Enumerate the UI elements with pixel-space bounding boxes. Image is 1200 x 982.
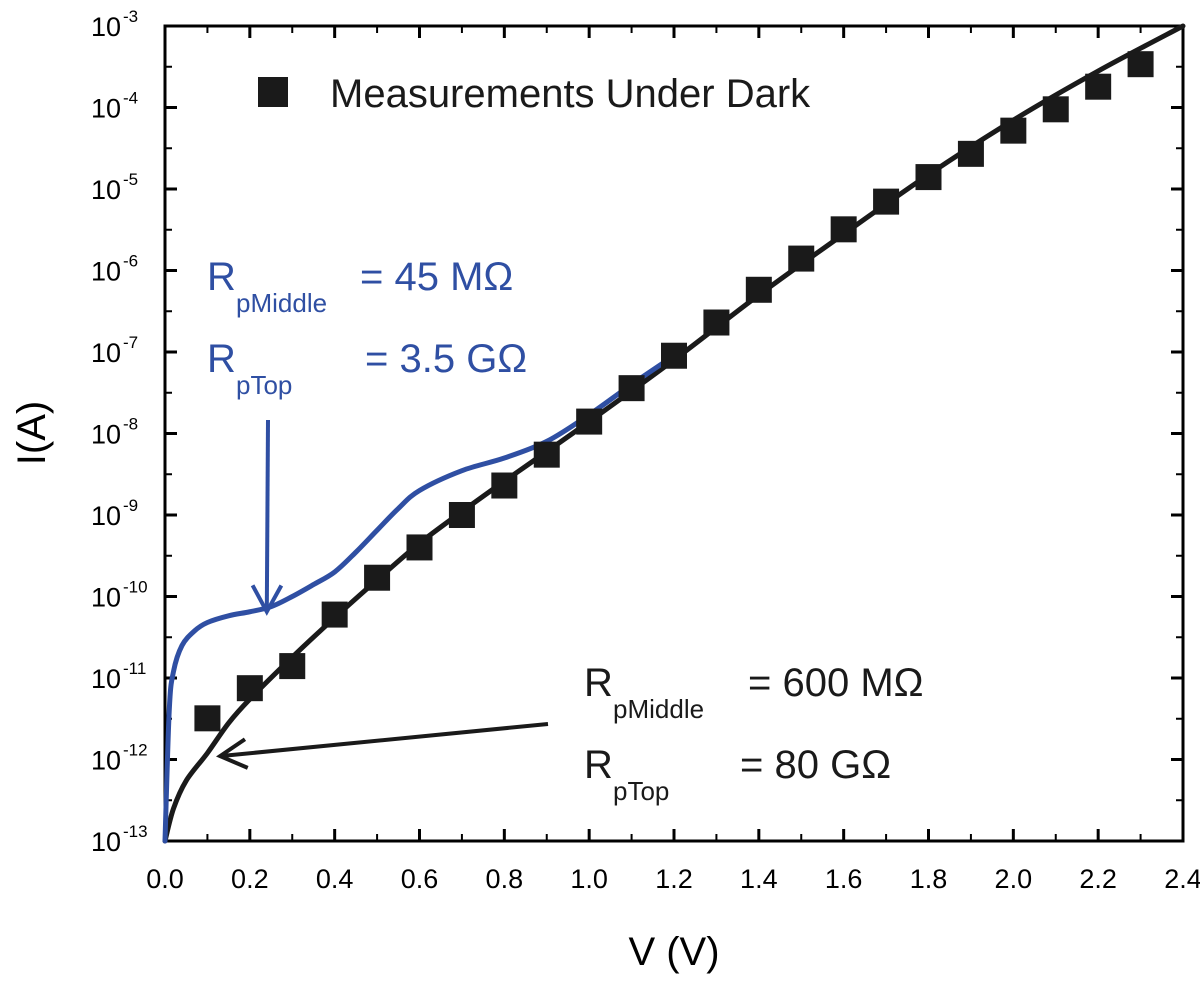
data-point bbox=[1042, 96, 1069, 123]
y-tick-exponent: -3 bbox=[123, 7, 138, 26]
legend-marker bbox=[258, 77, 288, 107]
y-tick-label: 10 -6 bbox=[91, 252, 138, 287]
data-point bbox=[788, 245, 815, 272]
y-tick-exponent: -12 bbox=[123, 741, 148, 760]
annotation-symbol: R bbox=[584, 661, 613, 705]
x-tick-label: 1.4 bbox=[740, 864, 778, 894]
data-point bbox=[448, 502, 475, 528]
data-point bbox=[618, 375, 645, 402]
annotation-value: = 3.5 GΩ bbox=[365, 337, 527, 381]
annotation-subscript: pTop bbox=[236, 370, 292, 400]
y-tick-exponent: -6 bbox=[123, 252, 138, 271]
legend: Measurements Under Dark bbox=[258, 72, 811, 116]
data-point bbox=[1127, 51, 1154, 78]
annotation-value: = 80 GΩ bbox=[740, 743, 891, 787]
data-point bbox=[1085, 73, 1112, 100]
annotation-symbol: R bbox=[207, 337, 236, 381]
x-tick-label: 1.2 bbox=[655, 864, 693, 894]
y-tick-exponent: -10 bbox=[123, 578, 148, 597]
data-point bbox=[745, 276, 772, 303]
data-point bbox=[236, 675, 263, 702]
y-tick-label: 10 -3 bbox=[91, 7, 138, 42]
y-tick-base: 10 bbox=[91, 338, 121, 368]
y-tick-label: 10 -4 bbox=[91, 89, 138, 124]
x-tick-label: 0.2 bbox=[231, 864, 269, 894]
data-point bbox=[406, 534, 433, 561]
data-point bbox=[533, 441, 560, 468]
y-tick-exponent: -11 bbox=[123, 659, 146, 678]
data-point bbox=[279, 653, 306, 680]
annotation-arrow-head bbox=[215, 737, 249, 770]
x-tick-label: 1.8 bbox=[910, 864, 948, 894]
y-tick-exponent: -5 bbox=[123, 170, 138, 189]
y-tick-base: 10 bbox=[91, 12, 121, 42]
annotation-value: = 600 MΩ bbox=[748, 661, 924, 705]
data-point bbox=[1000, 117, 1027, 144]
annotation-arrow-head bbox=[250, 584, 284, 616]
y-tick-exponent: -7 bbox=[123, 333, 138, 352]
data-point bbox=[661, 342, 687, 369]
x-tick-label: 2.0 bbox=[995, 864, 1033, 894]
data-point bbox=[703, 309, 730, 336]
x-axis-ticks: 0.0 0.2 0.4 0.6 0.8 1.0 1.2 1.4 1.6 1.8 2.0 2.2 2.4 bbox=[146, 26, 1200, 894]
y-tick-label: 10 -10 bbox=[91, 578, 148, 613]
annotation-symbol: R bbox=[207, 255, 236, 299]
annotation-subscript: pMiddle bbox=[236, 288, 327, 318]
y-tick-base: 10 bbox=[91, 583, 121, 613]
y-tick-label: 10 -8 bbox=[91, 415, 138, 450]
x-tick-label: 2.2 bbox=[1079, 864, 1117, 894]
y-tick-base: 10 bbox=[91, 257, 121, 287]
data-point bbox=[364, 564, 391, 591]
data-point bbox=[194, 705, 221, 732]
y-tick-exponent: -4 bbox=[123, 89, 138, 108]
y-tick-exponent: -8 bbox=[123, 415, 138, 434]
annotation-arrow-shaft bbox=[264, 419, 270, 612]
y-tick-base: 10 bbox=[91, 501, 121, 531]
data-point bbox=[321, 601, 348, 628]
y-tick-base: 10 bbox=[91, 420, 121, 450]
data-point bbox=[957, 140, 984, 167]
y-tick-base: 10 bbox=[91, 664, 121, 694]
y-axis-ticks: 10-1310-1210-1110-1010-910-810-710-610-5… bbox=[91, 7, 1183, 857]
y-tick-base: 10 bbox=[91, 746, 121, 776]
annotation-subscript: pTop bbox=[613, 776, 669, 806]
y-tick-label: 10 -9 bbox=[91, 496, 138, 531]
x-tick-label: 0.6 bbox=[401, 864, 439, 894]
x-tick-label: 1.0 bbox=[570, 864, 608, 894]
series-line bbox=[162, 353, 677, 844]
y-tick-base: 10 bbox=[91, 175, 121, 205]
x-tick-label: 0.8 bbox=[486, 864, 524, 894]
data-point bbox=[576, 408, 603, 435]
y-tick-base: 10 bbox=[91, 94, 121, 124]
y-axis-title: I(A) bbox=[10, 401, 54, 465]
data-point bbox=[873, 188, 900, 215]
annotation-value: = 45 MΩ bbox=[360, 255, 513, 299]
y-tick-label: 10 -13 bbox=[91, 822, 148, 857]
x-tick-label: 1.6 bbox=[825, 864, 863, 894]
legend-label: Measurements Under Dark bbox=[330, 72, 811, 116]
y-tick-exponent: -13 bbox=[123, 822, 148, 841]
annotation-symbol: R bbox=[584, 743, 613, 787]
y-tick-label: 10 -5 bbox=[91, 170, 138, 205]
y-tick-base: 10 bbox=[91, 827, 121, 857]
x-axis-title: V (V) bbox=[628, 930, 719, 974]
y-tick-exponent: -9 bbox=[123, 496, 138, 515]
y-tick-label: 10 -11 bbox=[91, 659, 146, 694]
y-tick-label: 10 -7 bbox=[91, 333, 138, 368]
data-point bbox=[491, 472, 518, 499]
y-tick-label: 10 -12 bbox=[91, 741, 148, 776]
annotation-subscript: pMiddle bbox=[613, 694, 704, 724]
x-tick-label: 0.4 bbox=[316, 864, 354, 894]
data-point bbox=[830, 216, 857, 243]
x-tick-label: 2.4 bbox=[1164, 864, 1200, 894]
measurement-markers bbox=[194, 51, 1154, 732]
annotation-arrow-shaft bbox=[219, 722, 549, 759]
data-point bbox=[915, 164, 942, 191]
x-tick-label: 0.0 bbox=[146, 864, 184, 894]
